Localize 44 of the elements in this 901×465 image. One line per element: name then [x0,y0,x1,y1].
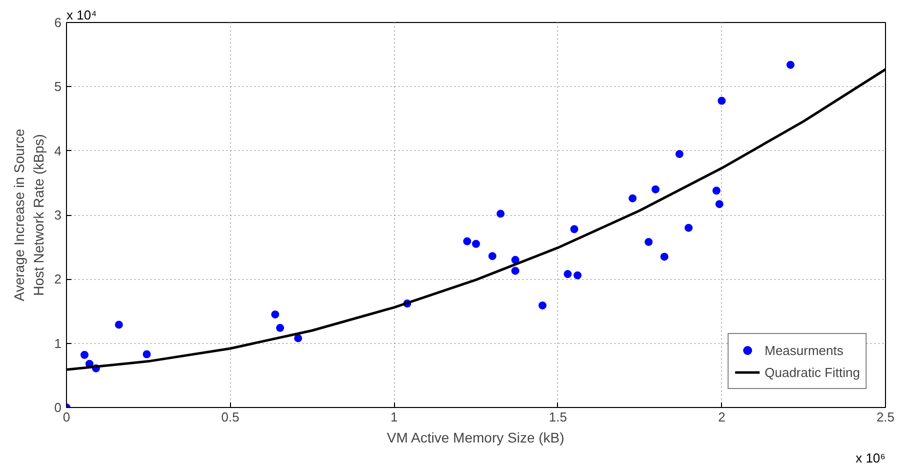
y-tick-label: 3 [54,208,62,222]
y-tick-label: 5 [54,79,62,94]
point [114,320,123,329]
point [511,256,520,264]
y-tick-label: 1 [54,336,62,351]
point [564,270,572,278]
point [538,301,547,310]
x-tick-label: 1 [390,410,398,424]
x-tick-label: 2.5 [876,410,895,424]
point [294,334,302,342]
point [570,225,578,234]
annotation: x 10⁴ [66,8,97,22]
text: x 10⁶ [856,450,886,465]
point [271,310,280,318]
point [644,238,653,246]
point [574,271,582,280]
point [463,237,472,246]
point [786,60,794,69]
x-tick-label: 1.5 [548,410,567,424]
point [472,240,480,248]
y-axis-title: Average Increase in Source Host Network Rate (kBps) [11,128,46,302]
x-axis-title: VM Active Memory Size (kB) [386,430,564,446]
point [712,186,720,195]
point [276,324,284,332]
x-tick-label: 2 [718,410,726,424]
y-tick-label: 4 [54,143,62,158]
point [496,210,505,218]
point [675,150,684,158]
y-tick-label: 0 [54,400,62,415]
point [142,350,151,358]
y-tick-label: 2 [54,272,62,287]
point [80,350,89,359]
legend-label: Quadratic Fitting [764,364,860,380]
point [718,96,726,105]
y-tick-label: 6 [54,15,62,30]
x-tick-label: 0.5 [221,410,240,424]
point [488,252,496,260]
point [684,224,693,232]
point [660,252,668,261]
point [715,200,724,208]
point [511,266,520,275]
point [652,185,660,194]
point [628,194,637,202]
legend-label: Measurments [764,342,844,358]
